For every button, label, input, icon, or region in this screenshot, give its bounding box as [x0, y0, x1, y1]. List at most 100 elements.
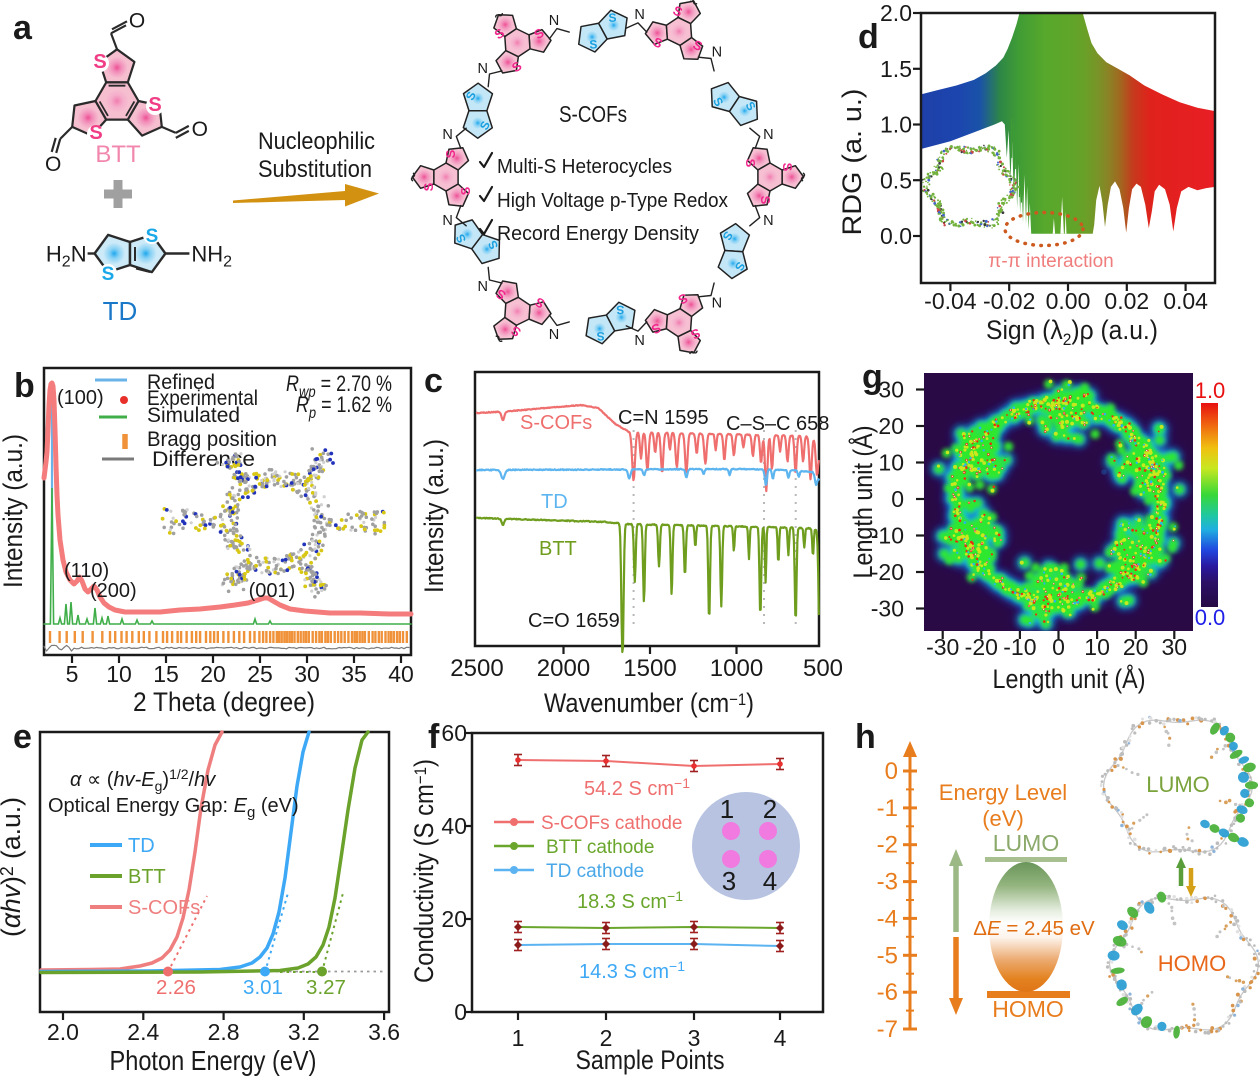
svg-text:Bragg position: Bragg position: [147, 428, 277, 451]
svg-text:54.2 S cm−1: 54.2 S cm−1: [584, 775, 690, 800]
svg-text:N: N: [634, 333, 644, 349]
svg-text:18.3 S cm−1: 18.3 S cm−1: [577, 888, 683, 913]
svg-text:-6: -6: [877, 979, 898, 1006]
svg-text:1.0: 1.0: [1195, 378, 1226, 403]
svg-text:-0.04: -0.04: [924, 288, 977, 314]
svg-text:20: 20: [200, 661, 226, 687]
svg-text:N: N: [763, 127, 773, 143]
svg-text:S-COFs: S-COFs: [520, 412, 592, 434]
svg-text:f: f: [428, 718, 440, 756]
svg-text:TD cathode: TD cathode: [546, 861, 644, 882]
svg-text:-1: -1: [877, 795, 898, 822]
svg-text:N: N: [549, 327, 559, 343]
svg-text:0.04: 0.04: [1163, 288, 1208, 314]
svg-text:C–S–C 658: C–S–C 658: [726, 413, 829, 435]
svg-text:π-π interaction: π-π interaction: [988, 251, 1114, 272]
svg-text:20: 20: [878, 413, 904, 439]
svg-text:S: S: [102, 264, 115, 285]
svg-text:N: N: [712, 295, 722, 311]
svg-text:-20: -20: [871, 559, 904, 585]
svg-text:35: 35: [341, 661, 367, 687]
svg-text:N: N: [442, 213, 452, 229]
svg-text:-2: -2: [877, 832, 898, 859]
svg-text:S-COFs cathode: S-COFs cathode: [541, 813, 683, 834]
svg-text:N: N: [549, 13, 559, 29]
svg-text:1.5: 1.5: [880, 56, 912, 82]
svg-text:TD: TD: [128, 835, 155, 857]
svg-text:-4: -4: [877, 905, 898, 932]
svg-text:0: 0: [454, 999, 467, 1025]
svg-text:Intensity (a.u.): Intensity (a.u.): [419, 439, 449, 593]
svg-text:d: d: [858, 18, 879, 56]
svg-text:Length unit (Å): Length unit (Å): [993, 663, 1146, 694]
svg-text:2: 2: [763, 794, 777, 824]
svg-text:Wavenumber (cm−1): Wavenumber (cm−1): [544, 688, 754, 718]
svg-text:2500: 2500: [450, 655, 503, 682]
svg-text:O: O: [45, 153, 61, 176]
svg-text:-10: -10: [1003, 634, 1036, 660]
svg-text:1500: 1500: [623, 655, 676, 682]
svg-text:60: 60: [441, 720, 467, 746]
svg-text:O: O: [192, 118, 208, 141]
svg-text:0.00: 0.00: [1046, 288, 1091, 314]
svg-text:c: c: [424, 362, 443, 400]
svg-text:LUMO: LUMO: [993, 830, 1059, 856]
svg-text:4: 4: [763, 866, 777, 896]
svg-text:Simulated: Simulated: [147, 404, 240, 427]
svg-text:0: 0: [891, 486, 904, 512]
svg-text:Nucleophilic: Nucleophilic: [258, 128, 375, 155]
svg-text:α ∝ (hv-Eg)1/2/hv: α ∝ (hv-Eg)1/2/hv: [70, 766, 216, 794]
svg-text:BTT cathode: BTT cathode: [546, 837, 654, 858]
svg-text:-30: -30: [926, 634, 959, 660]
svg-text:h: h: [855, 718, 876, 756]
svg-text:N: N: [712, 45, 722, 61]
svg-text:Conductivity (S cm−1): Conductivity (S cm−1): [409, 759, 439, 983]
svg-text:0.0: 0.0: [880, 223, 912, 249]
svg-text:2.4: 2.4: [127, 1019, 159, 1045]
svg-text:0: 0: [1052, 634, 1065, 660]
svg-text:15: 15: [153, 661, 179, 687]
svg-text:10: 10: [106, 661, 132, 687]
svg-text:2 Theta (degree): 2 Theta (degree): [133, 687, 315, 717]
svg-text:S: S: [93, 51, 106, 73]
svg-text:-30: -30: [871, 596, 904, 622]
svg-text:1: 1: [512, 1025, 525, 1051]
svg-text:C=O 1659: C=O 1659: [528, 610, 620, 632]
svg-text:Record Energy Density: Record Energy Density: [497, 222, 700, 245]
svg-text:2.0: 2.0: [47, 1019, 79, 1045]
svg-text:30: 30: [294, 661, 320, 687]
svg-text:N: N: [442, 127, 452, 143]
svg-text:1: 1: [720, 794, 734, 824]
svg-text:BTT: BTT: [95, 141, 141, 168]
svg-text:3.2: 3.2: [288, 1019, 320, 1045]
svg-text:20: 20: [1123, 634, 1149, 660]
svg-text:30: 30: [1162, 634, 1188, 660]
svg-text:Refined: Refined: [147, 371, 215, 394]
svg-text:20: 20: [441, 906, 467, 932]
svg-text:2: 2: [600, 1025, 613, 1051]
svg-text:-5: -5: [877, 942, 898, 969]
svg-text:5: 5: [66, 661, 79, 687]
svg-text:Intensity (a.u.): Intensity (a.u.): [0, 434, 28, 588]
svg-text:b: b: [14, 367, 35, 405]
svg-text:S-COFs: S-COFs: [559, 101, 627, 127]
svg-text:40: 40: [441, 813, 467, 839]
svg-text:3.6: 3.6: [368, 1019, 400, 1045]
svg-text:Sample Points: Sample Points: [576, 1045, 725, 1075]
svg-text:g: g: [862, 358, 883, 396]
svg-text:(110): (110): [64, 560, 109, 582]
svg-text:TD: TD: [541, 491, 568, 513]
svg-text:0.0: 0.0: [1195, 605, 1226, 630]
svg-text:N: N: [763, 213, 773, 229]
svg-text:TD: TD: [103, 296, 138, 326]
svg-text:Multi-S Heterocycles: Multi-S Heterocycles: [497, 155, 672, 178]
svg-text:3.01: 3.01: [243, 976, 283, 999]
svg-text:High Voltage p-Type Redox: High Voltage p-Type Redox: [497, 189, 729, 212]
svg-text:10: 10: [1084, 634, 1110, 660]
svg-text:S: S: [146, 226, 159, 247]
svg-text:Energy Level: Energy Level: [939, 780, 1067, 805]
svg-text:N: N: [477, 279, 487, 295]
svg-text:14.3 S cm−1: 14.3 S cm−1: [579, 958, 685, 983]
svg-text:(eV): (eV): [982, 806, 1024, 831]
svg-text:Length unit (Å): Length unit (Å): [847, 426, 878, 579]
